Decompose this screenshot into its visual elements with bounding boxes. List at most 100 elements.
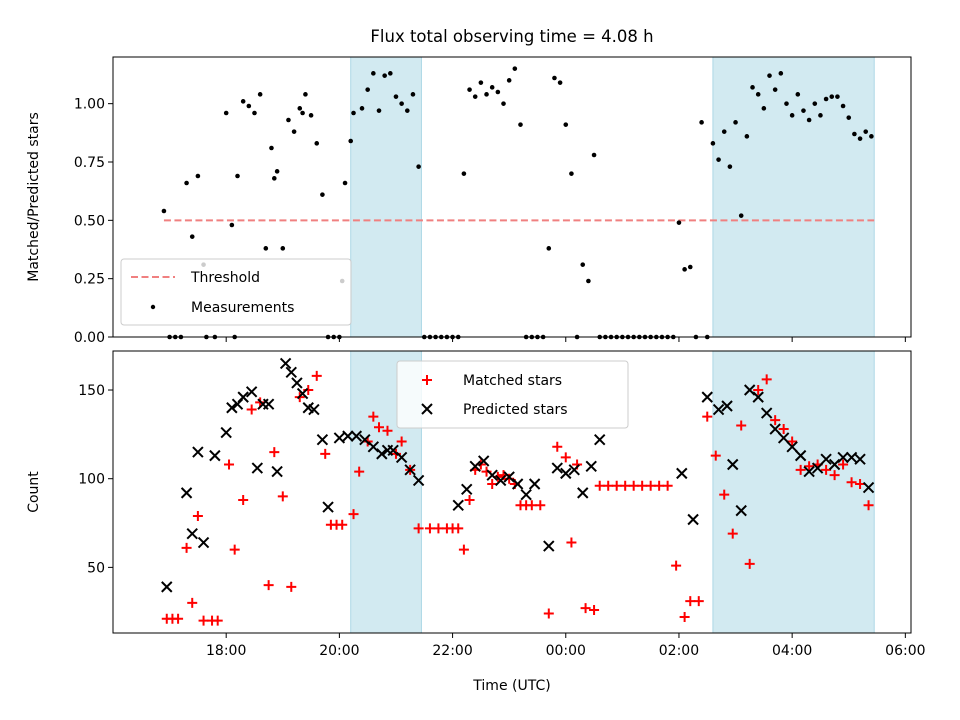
predicted-star-point [308, 403, 320, 416]
matched-star-point [337, 519, 348, 530]
measurement-point [189, 234, 195, 239]
shaded-interval [712, 350, 875, 634]
matched-star-point [424, 523, 435, 534]
predicted-stars-points [161, 357, 875, 593]
top-panel-legend-box [120, 258, 352, 326]
measurement-point [489, 85, 495, 90]
predicted-star-point [251, 462, 264, 474]
measurement-point [591, 152, 597, 158]
measurement-point [286, 117, 291, 123]
measurement-point [863, 129, 869, 134]
measurement-point [320, 192, 325, 197]
measurement-point [682, 267, 687, 272]
legend-predicted-marker [421, 403, 433, 415]
measurement-point [580, 262, 586, 267]
bottom-panel-legend-box [396, 360, 629, 429]
matched-star-point [286, 581, 297, 592]
measurement-point [382, 73, 387, 78]
predicted-star-point [271, 465, 283, 478]
matched-star-point [198, 615, 209, 626]
y-tick-label: 150 [78, 383, 105, 399]
measurement-point [801, 108, 806, 113]
matched-star-point [487, 479, 498, 490]
predicted-star-point [342, 430, 354, 442]
x-tick-label: 20:00 [319, 643, 359, 659]
measurement-point [393, 94, 399, 99]
matched-star-point [560, 452, 571, 463]
bottom-panel-shaded-intervals [350, 350, 875, 634]
predicted-star-point [752, 391, 764, 403]
predicted-star-point [477, 455, 490, 467]
matched-star-point [685, 596, 696, 607]
measurement-point [297, 106, 303, 111]
predicted-star-point [786, 441, 798, 453]
predicted-star-point [395, 451, 408, 464]
measurement-point [518, 122, 523, 127]
measurement-point [546, 246, 552, 251]
measurement-point [359, 106, 365, 111]
matched-star-point [671, 560, 682, 571]
top-panel-legend: Threshold Measurements [120, 258, 352, 326]
measurement-point [246, 103, 252, 109]
measurement-point [257, 92, 263, 97]
x-tick-label: 06:00 [885, 643, 925, 659]
measurement-point [240, 99, 246, 104]
measurement-point [586, 278, 591, 284]
measurement-point [767, 73, 772, 78]
measurement-point [716, 157, 721, 162]
legend-measurements-swatch [150, 304, 156, 310]
y-tick-label: 0.75 [74, 155, 105, 171]
y-tick-label: 0.50 [74, 213, 105, 229]
predicted-star-point [769, 423, 781, 435]
predicted-star-point [245, 386, 258, 398]
matched-star-point [863, 500, 874, 511]
matched-star-point [787, 436, 798, 447]
predicted-star-point [560, 467, 572, 480]
measurement-point [229, 222, 235, 228]
predicted-star-point [186, 527, 198, 540]
measurement-point [376, 108, 382, 113]
measurement-point [263, 246, 269, 251]
measurement-point [252, 110, 257, 116]
measurement-point [235, 173, 240, 179]
predicted-star-point [180, 487, 193, 499]
measurement-point [495, 89, 501, 95]
predicted-star-point [837, 451, 849, 464]
matched-star-point [580, 603, 591, 614]
matched-star-point [662, 480, 673, 491]
matched-star-point [846, 477, 857, 488]
predicted-star-point [528, 478, 541, 490]
predicted-star-point [291, 377, 303, 389]
predicted-star-point [854, 453, 866, 465]
measurement-point [184, 180, 189, 186]
y-tick-label: 50 [87, 560, 105, 576]
measurement-point [840, 103, 846, 109]
measurement-point [512, 66, 518, 71]
predicted-star-point [845, 451, 858, 464]
predicted-star-point [712, 403, 725, 416]
top-panel: 0.00 0.25 0.50 0.75 1.00 Matched/Predicted s… [26, 56, 912, 346]
shaded-interval [712, 56, 875, 338]
matched-star-point [277, 491, 288, 502]
measurement-point [795, 92, 801, 97]
predicted-star-point [461, 483, 473, 496]
measurement-point [563, 122, 569, 127]
measurement-point [755, 92, 761, 97]
matched-star-point [320, 448, 331, 459]
predicted-star-point [701, 391, 713, 403]
predicted-star-point [350, 430, 363, 442]
measurement-point [761, 106, 767, 111]
measurement-point [314, 141, 320, 146]
measurement-point [744, 134, 750, 139]
measurement-point [506, 78, 512, 83]
measurement-point [416, 164, 421, 169]
measurement-point [371, 71, 376, 76]
measurement-point [478, 80, 484, 85]
matched-star-point [224, 459, 235, 470]
predicted-star-point [322, 501, 334, 513]
matched-star-point [679, 612, 690, 623]
matched-star-point [382, 425, 393, 436]
measurement-point [569, 171, 574, 176]
bottom-panel: 50 100 150 18:00 20:00 22:00 00:00 02:00 04:00 0… [26, 350, 926, 694]
